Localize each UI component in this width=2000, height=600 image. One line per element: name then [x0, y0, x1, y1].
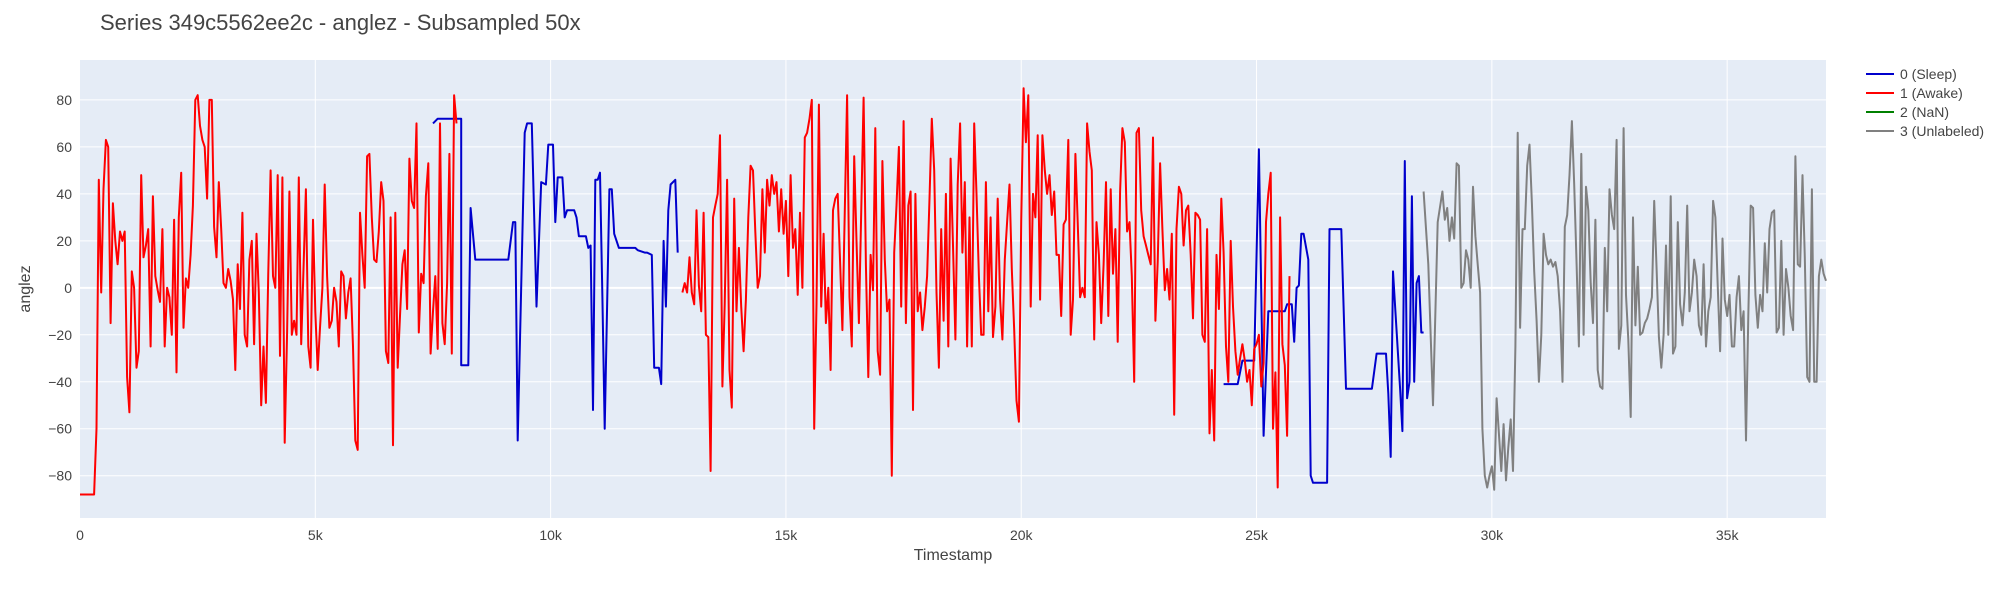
x-axis-title: Timestamp [914, 547, 993, 564]
x-tick-label: 20k [1010, 527, 1034, 543]
series-line-0[interactable] [432, 117, 679, 442]
x-tick-label: 35k [1716, 527, 1740, 543]
y-tick-label: 80 [56, 92, 72, 108]
series-line-1[interactable] [80, 94, 458, 496]
legend-label: 3 (Unlabeled) [1900, 123, 1984, 139]
y-axis-title: anglez [17, 265, 34, 312]
x-tick-label: 10k [539, 527, 563, 543]
legend-label: 1 (Awake) [1900, 85, 1963, 101]
y-tick-label: 20 [56, 233, 72, 249]
x-tick-label: 15k [775, 527, 799, 543]
x-tick-label: 25k [1245, 527, 1269, 543]
y-tick-label: −60 [48, 421, 72, 437]
y-tick-label: 60 [56, 139, 72, 155]
series-lines [80, 87, 1827, 496]
y-tick-labels: 80 60 40 20 0 −20 −40 −60 −80 [48, 92, 72, 484]
legend-item[interactable]: 1 (Awake) [1866, 85, 1963, 101]
chart-title: Series 349c5562ee2c - anglez - Subsample… [100, 10, 581, 35]
y-tick-label: −20 [48, 327, 72, 343]
y-tick-label: −40 [48, 374, 72, 390]
x-tick-label: 0 [76, 527, 84, 543]
x-tick-labels: 0 5k 10k 15k 20k 25k 30k 35k [76, 527, 1739, 543]
legend-label: 0 (Sleep) [1900, 66, 1957, 82]
legend-label: 2 (NaN) [1900, 104, 1949, 120]
y-tick-label: −80 [48, 468, 72, 484]
series-line-1[interactable] [681, 87, 1291, 489]
legend-item[interactable]: 2 (NaN) [1866, 104, 1949, 120]
y-tick-label: 40 [56, 186, 72, 202]
x-tick-label: 30k [1481, 527, 1505, 543]
legend-item[interactable]: 0 (Sleep) [1866, 66, 1957, 82]
series-line-3[interactable] [1422, 120, 1827, 491]
legend-item[interactable]: 3 (Unlabeled) [1866, 123, 1984, 139]
y-tick-label: 0 [64, 280, 72, 296]
x-tick-label: 5k [308, 527, 324, 543]
series-line-0[interactable] [1223, 148, 1424, 484]
legend: 0 (Sleep) 1 (Awake) 2 (NaN) 3 (Unlabeled) [1866, 66, 1984, 139]
